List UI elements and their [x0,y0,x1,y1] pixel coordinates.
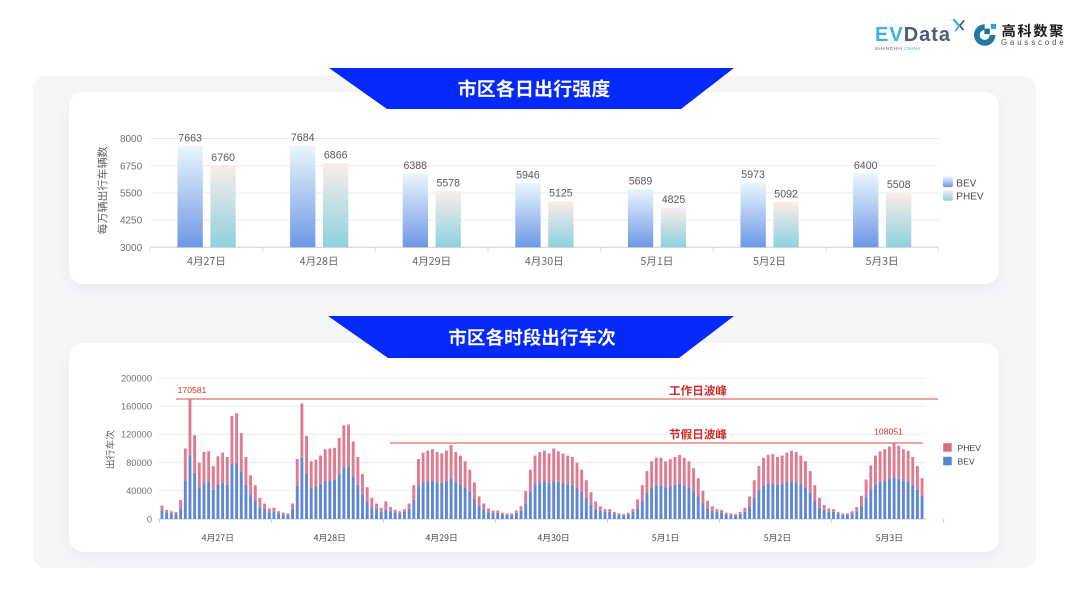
svg-text:4250: 4250 [120,216,143,227]
svg-text:6750: 6750 [120,161,143,172]
svg-text:200000: 200000 [121,373,152,383]
svg-text:BEV: BEV [958,457,975,467]
svg-text:4825: 4825 [662,194,686,206]
svg-text:6400: 6400 [854,160,878,172]
svg-text:8000: 8000 [120,134,143,145]
svg-text:PHEV: PHEV [956,192,984,203]
svg-text:5578: 5578 [437,178,461,190]
svg-text:6388: 6388 [404,160,428,172]
svg-text:5689: 5689 [629,175,653,187]
svg-text:5125: 5125 [549,188,573,200]
svg-text:6866: 6866 [324,150,348,162]
svg-text:5092: 5092 [774,188,798,200]
svg-text:6760: 6760 [211,152,235,164]
svg-text:BEV: BEV [956,178,976,189]
svg-text:0: 0 [147,514,152,524]
svg-text:120000: 120000 [121,430,152,440]
svg-text:5500: 5500 [120,189,143,200]
svg-text:5946: 5946 [516,170,540,182]
svg-text:3000: 3000 [120,243,143,254]
svg-text:5973: 5973 [741,169,765,181]
svg-text:7663: 7663 [178,132,202,144]
svg-text:5508: 5508 [887,179,911,191]
svg-text:108051: 108051 [874,426,903,436]
svg-text:40000: 40000 [126,486,152,496]
svg-text:7684: 7684 [291,132,315,144]
svg-text:PHEV: PHEV [958,443,982,453]
svg-text:80000: 80000 [126,458,152,468]
svg-text:160000: 160000 [121,402,152,412]
svg-text:170581: 170581 [178,385,207,395]
